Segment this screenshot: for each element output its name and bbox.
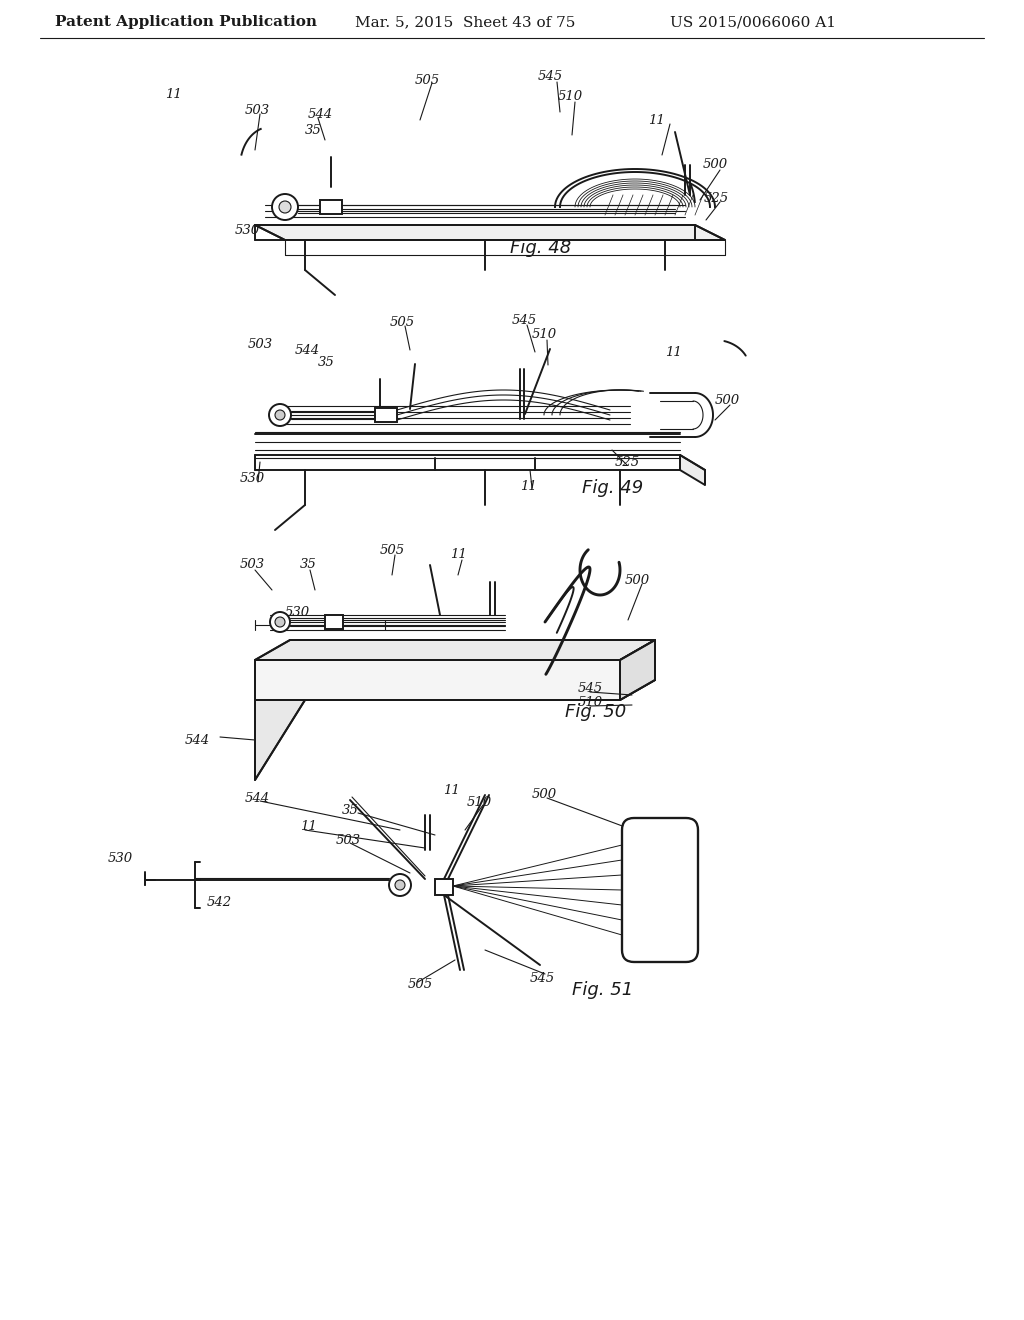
Text: Patent Application Publication: Patent Application Publication bbox=[55, 15, 317, 29]
Text: 35: 35 bbox=[305, 124, 322, 136]
Text: Fig. 50: Fig. 50 bbox=[565, 704, 627, 721]
Text: 544: 544 bbox=[295, 343, 321, 356]
Text: 525: 525 bbox=[705, 191, 729, 205]
Text: 544: 544 bbox=[185, 734, 210, 747]
Text: 500: 500 bbox=[532, 788, 557, 801]
Text: 505: 505 bbox=[380, 544, 406, 557]
Text: 503: 503 bbox=[240, 558, 265, 572]
Circle shape bbox=[279, 201, 291, 213]
Text: 503: 503 bbox=[248, 338, 273, 351]
Text: 510: 510 bbox=[558, 91, 583, 103]
Bar bbox=[319, 201, 342, 214]
Text: 530: 530 bbox=[240, 471, 265, 484]
Text: 11: 11 bbox=[165, 88, 181, 102]
Text: 510: 510 bbox=[578, 696, 603, 709]
Polygon shape bbox=[255, 224, 725, 240]
Text: 530: 530 bbox=[234, 223, 260, 236]
Text: 542: 542 bbox=[207, 895, 232, 908]
Polygon shape bbox=[255, 660, 620, 700]
Text: Mar. 5, 2015  Sheet 43 of 75: Mar. 5, 2015 Sheet 43 of 75 bbox=[355, 15, 575, 29]
Circle shape bbox=[270, 612, 290, 632]
Circle shape bbox=[395, 880, 406, 890]
Text: 525: 525 bbox=[615, 455, 640, 469]
Text: 505: 505 bbox=[415, 74, 440, 87]
Circle shape bbox=[269, 404, 291, 426]
Text: 505: 505 bbox=[390, 315, 415, 329]
Circle shape bbox=[272, 194, 298, 220]
Text: 530: 530 bbox=[108, 851, 133, 865]
Text: 11: 11 bbox=[300, 821, 316, 833]
Text: 500: 500 bbox=[703, 158, 728, 172]
Text: 11: 11 bbox=[665, 346, 682, 359]
Circle shape bbox=[275, 616, 285, 627]
Text: 11: 11 bbox=[648, 114, 665, 127]
Polygon shape bbox=[620, 640, 655, 700]
Text: 510: 510 bbox=[532, 329, 557, 342]
Text: 500: 500 bbox=[715, 393, 740, 407]
Text: 545: 545 bbox=[530, 972, 555, 985]
Text: Fig. 49: Fig. 49 bbox=[582, 479, 643, 498]
Bar bbox=[325, 615, 343, 630]
Text: 545: 545 bbox=[512, 314, 538, 326]
Text: 35: 35 bbox=[318, 355, 335, 368]
FancyBboxPatch shape bbox=[622, 818, 698, 962]
Polygon shape bbox=[255, 700, 305, 780]
Text: 545: 545 bbox=[538, 70, 563, 83]
Circle shape bbox=[389, 874, 411, 896]
Text: 503: 503 bbox=[336, 833, 361, 846]
Polygon shape bbox=[680, 455, 705, 484]
Bar bbox=[375, 408, 397, 422]
Bar bbox=[435, 879, 453, 895]
Text: 503: 503 bbox=[245, 103, 270, 116]
Text: 35: 35 bbox=[342, 804, 358, 817]
Text: 35: 35 bbox=[300, 558, 316, 572]
Polygon shape bbox=[255, 640, 655, 660]
Text: 544: 544 bbox=[308, 108, 333, 121]
Text: 505: 505 bbox=[408, 978, 433, 991]
Text: 530: 530 bbox=[285, 606, 310, 619]
Text: 544: 544 bbox=[245, 792, 270, 804]
Circle shape bbox=[275, 411, 285, 420]
Text: 11: 11 bbox=[520, 479, 537, 492]
Polygon shape bbox=[620, 640, 655, 700]
Text: Fig. 48: Fig. 48 bbox=[510, 239, 571, 257]
Text: US 2015/0066060 A1: US 2015/0066060 A1 bbox=[670, 15, 836, 29]
Text: 510: 510 bbox=[467, 796, 493, 808]
Text: 11: 11 bbox=[450, 549, 467, 561]
Text: 500: 500 bbox=[625, 573, 650, 586]
Text: 545: 545 bbox=[578, 681, 603, 694]
Text: 11: 11 bbox=[443, 784, 460, 796]
Text: Fig. 51: Fig. 51 bbox=[572, 981, 633, 999]
